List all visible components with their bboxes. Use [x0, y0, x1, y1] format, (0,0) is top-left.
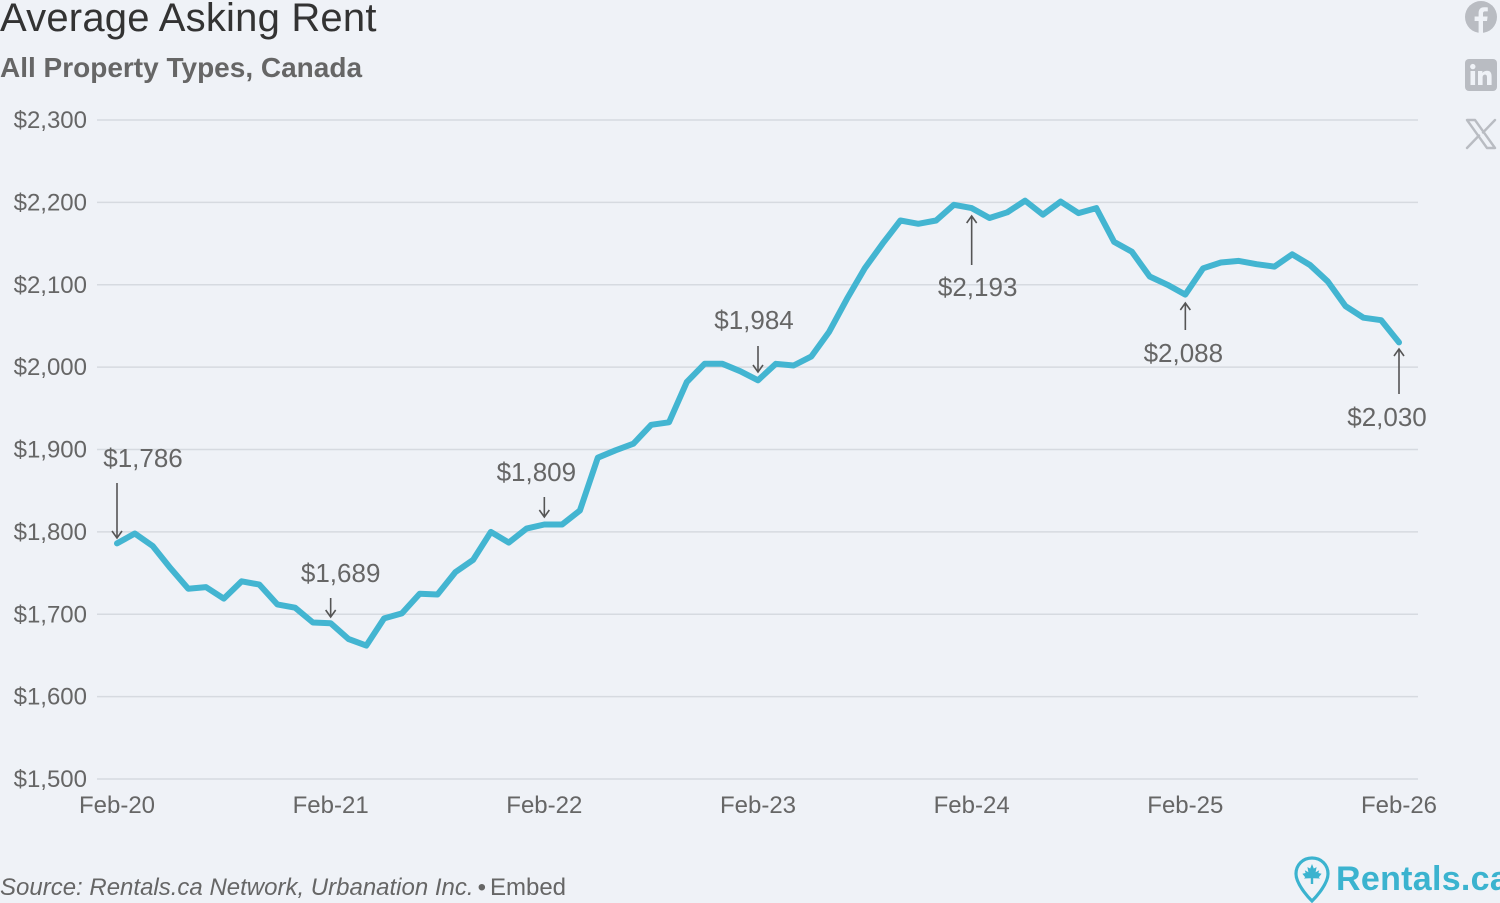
chart-title: Average Asking Rent	[0, 0, 377, 40]
source-separator: •	[477, 874, 486, 901]
data-annotation: $2,088	[1144, 301, 1224, 368]
x-icon[interactable]	[1464, 117, 1498, 151]
x-tick-label: Feb-23	[720, 792, 796, 819]
brand-name: Rentals.ca	[1336, 860, 1500, 898]
arrowhead	[111, 530, 123, 540]
x-tick-label: Feb-25	[1147, 792, 1223, 819]
arrowhead	[752, 364, 764, 374]
y-tick-label: $2,100	[14, 272, 87, 299]
annotation-label: $1,984	[714, 305, 794, 335]
data-annotation: $2,030	[1347, 347, 1427, 432]
annotation-label: $1,809	[497, 457, 577, 487]
y-tick-label: $2,200	[14, 189, 87, 216]
y-tick-label: $1,900	[14, 437, 87, 464]
x-tick-label: Feb-20	[79, 792, 155, 819]
x-tick-label: Feb-24	[934, 792, 1010, 819]
annotation-label: $2,088	[1144, 338, 1224, 368]
arrowhead	[1393, 347, 1405, 357]
y-tick-label: $1,500	[14, 766, 87, 793]
facebook-icon[interactable]	[1464, 0, 1498, 34]
chart-subtitle: All Property Types, Canada	[0, 52, 363, 83]
annotation-label: $1,689	[301, 558, 381, 588]
brand-logo[interactable]: Rentals.ca	[1294, 856, 1500, 903]
y-tick-label: $1,600	[14, 684, 87, 711]
embed-link[interactable]: Embed	[489, 874, 567, 901]
y-tick-label: $1,800	[14, 519, 87, 546]
x-tick-label: Feb-21	[293, 792, 369, 819]
source-note: Source: Rentals.ca Network, Urbanation I…	[0, 874, 566, 902]
y-tick-label: $2,300	[14, 107, 87, 134]
source-text: Source: Rentals.ca Network, Urbanation I…	[0, 874, 474, 901]
arrowhead	[966, 214, 978, 224]
series-line	[114, 197, 1402, 649]
x-tick-label: Feb-22	[506, 792, 582, 819]
arrowhead	[325, 609, 337, 619]
annotation-label: $2,030	[1347, 402, 1427, 432]
annotation-label: $2,193	[938, 272, 1018, 302]
arrowhead	[538, 509, 550, 519]
annotation-label: $1,786	[103, 443, 183, 473]
data-annotation: $1,786	[103, 443, 183, 540]
y-tick-label: $1,700	[14, 601, 87, 628]
data-annotation: $1,984	[714, 305, 794, 374]
data-annotation: $1,689	[301, 558, 381, 619]
x-tick-label: Feb-26	[1361, 792, 1437, 819]
y-tick-label: $2,000	[14, 354, 87, 381]
map-pin-icon	[1294, 856, 1330, 903]
arrowhead	[1179, 301, 1191, 311]
linkedin-icon[interactable]	[1464, 58, 1498, 92]
data-annotation: $1,809	[497, 457, 577, 519]
data-annotation: $2,193	[938, 214, 1018, 302]
